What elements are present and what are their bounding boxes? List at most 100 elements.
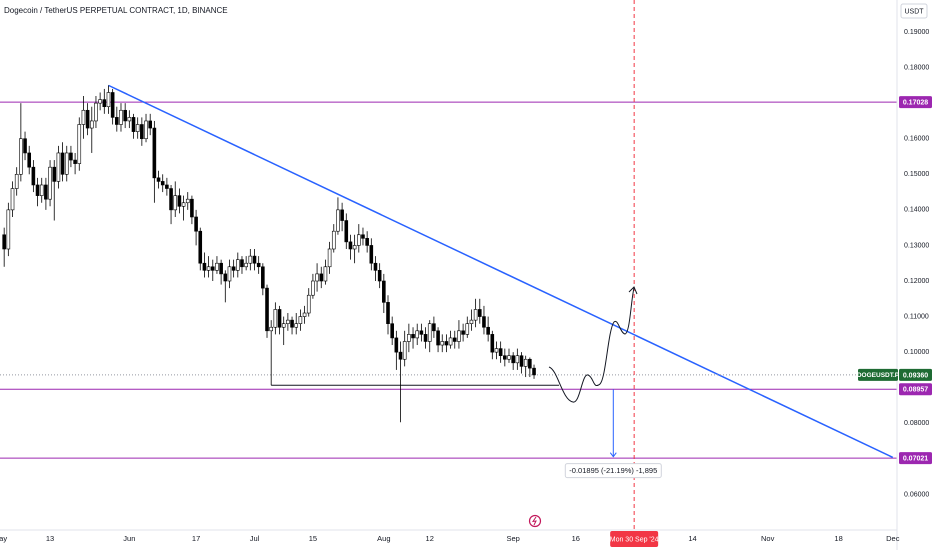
- candle-body: [269, 326, 273, 332]
- candle-body: [77, 124, 82, 164]
- candle-body: [423, 334, 428, 342]
- candle-body: [223, 273, 228, 282]
- candle-body: [277, 309, 282, 328]
- candle-body: [327, 248, 332, 268]
- candle-body: [140, 124, 144, 140]
- level-label-box: [899, 383, 932, 396]
- y-tick-label: 0.18000: [904, 64, 929, 71]
- candle-body: [244, 262, 248, 268]
- candle-body: [402, 341, 407, 360]
- candle-body: [390, 323, 394, 339]
- candle-body: [319, 273, 324, 282]
- candle-body: [89, 120, 94, 129]
- candle-body: [365, 238, 369, 246]
- symbol-label: DOGEUSDT.P: [857, 372, 900, 379]
- candle-body: [386, 302, 390, 324]
- candle-body: [411, 334, 415, 339]
- candle-body: [248, 255, 253, 264]
- level-label-box: [899, 452, 932, 465]
- candle-body: [123, 109, 127, 122]
- y-tick-label: 0.08000: [904, 420, 929, 427]
- candle-body: [106, 92, 111, 108]
- candle-body: [315, 273, 319, 282]
- candle-body: [294, 323, 299, 328]
- candle-body: [73, 159, 77, 164]
- x-tick-label: 18: [834, 534, 842, 543]
- y-tick-label: 0.10000: [904, 349, 929, 356]
- candle-body: [69, 152, 73, 161]
- candle-body: [198, 230, 203, 264]
- candle-body: [407, 334, 411, 342]
- candle-body: [102, 99, 107, 108]
- candle-body: [432, 323, 436, 332]
- candle-body: [473, 309, 478, 321]
- candle-body: [348, 241, 353, 250]
- candle-body: [465, 323, 470, 335]
- candle-body: [85, 109, 90, 129]
- candle-body: [507, 355, 511, 360]
- level-label: 0.17028: [903, 100, 928, 107]
- projection-sketch: [548, 286, 638, 403]
- level-label: 0.08957: [903, 387, 928, 394]
- candle-body: [19, 138, 23, 175]
- y-tick-label: 0.06000: [904, 491, 929, 498]
- measure-label-box: [564, 463, 662, 479]
- candle-body: [27, 152, 32, 168]
- trendline: [108, 84, 894, 459]
- x-tick-label: Aug: [377, 534, 390, 543]
- candle-body: [352, 245, 357, 250]
- candle-body: [219, 262, 223, 275]
- candle-body: [6, 209, 11, 250]
- currency-box[interactable]: [900, 3, 928, 19]
- x-tick-label: May: [0, 534, 7, 543]
- y-tick-label: 0.11000: [904, 313, 929, 320]
- y-tick-label: 0.19000: [904, 29, 929, 36]
- last-price-label: 0.09360: [903, 372, 928, 379]
- x-tick-label: Dec: [886, 534, 900, 543]
- candle-body: [160, 181, 165, 186]
- candle-body: [515, 355, 520, 364]
- candle-body: [252, 255, 257, 264]
- candle-body: [156, 177, 161, 182]
- level-label: 0.07021: [903, 455, 928, 462]
- candle-body: [119, 109, 123, 125]
- candle-body: [152, 127, 157, 179]
- candle-body: [444, 341, 449, 346]
- candle-body: [165, 184, 169, 189]
- candle-body: [344, 220, 349, 243]
- candle-body: [511, 355, 515, 364]
- candle-body: [377, 270, 382, 282]
- candle-body: [185, 198, 190, 204]
- candle-body: [457, 330, 461, 342]
- level-label-box: [899, 96, 932, 109]
- candle-body: [498, 348, 503, 357]
- candle-body: [486, 326, 490, 335]
- candle-body: [528, 358, 532, 369]
- candle-body: [427, 323, 432, 342]
- candle-body: [302, 312, 307, 317]
- candle-body: [256, 262, 261, 268]
- candle-body: [331, 230, 336, 250]
- symbol-label-box: [858, 368, 898, 381]
- y-tick-label: 0.12000: [904, 278, 929, 285]
- candle-body: [148, 120, 152, 129]
- candle-body: [39, 184, 44, 196]
- candle-body: [440, 341, 445, 346]
- candle-body: [177, 195, 182, 207]
- candle-body: [469, 319, 474, 324]
- candle-body: [419, 330, 424, 335]
- candle-body: [44, 184, 48, 200]
- candle-body: [369, 245, 374, 264]
- candle-body: [127, 117, 132, 122]
- candle-body: [382, 280, 386, 303]
- measure-arrowhead: [609, 452, 617, 458]
- candle-body: [48, 166, 52, 200]
- candle-body: [135, 124, 140, 132]
- candle-body: [532, 367, 536, 376]
- chart-title: Dogecoin / TetherUS PERPETUAL CONTRACT, …: [4, 6, 228, 15]
- measure-label: -0.01895 (-21.19%) -1,895: [569, 466, 657, 475]
- candle-body: [227, 266, 232, 282]
- candle-body: [461, 330, 465, 335]
- y-tick-label: 0.14000: [904, 207, 929, 214]
